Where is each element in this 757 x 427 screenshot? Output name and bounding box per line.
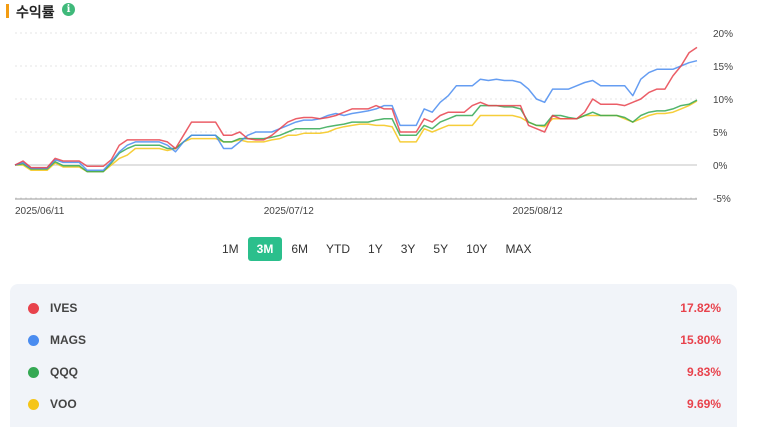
section-title: 수익률 [16,4,55,20]
legend-name: IVES [50,301,78,315]
legend-row[interactable]: IVES 17.82% [10,292,737,324]
range-selector: 1M 3M 6M YTD 1Y 3Y 5Y 10Y MAX [213,237,540,261]
legend-return-value: 17.82% [680,301,721,315]
range-button-6m[interactable]: 6M [291,242,309,256]
info-icon[interactable]: i [62,3,75,16]
legend-row[interactable]: QQQ 9.83% [10,356,737,388]
section-header: 수익률 i [0,0,757,22]
legend-row[interactable]: MAGS 15.80% [10,324,737,356]
legend-dot-icon [28,399,39,410]
legend-dot-icon [28,335,39,346]
legend-return-value: 15.80% [680,333,721,347]
legend-row[interactable]: VOO 9.69% [10,388,737,420]
legend-dot-icon [28,367,39,378]
x-tick-label: 2025/08/12 [512,206,562,217]
y-tick-label: 15% [713,62,733,73]
range-button-3y[interactable]: 3Y [400,242,416,256]
y-tick-label: 5% [713,128,728,139]
y-tick-label: -5% [713,194,731,205]
x-tick-label: 2025/07/12 [264,206,314,217]
legend-name: MAGS [50,333,86,347]
range-button-1m[interactable]: 1M [222,242,239,256]
x-tick-label: 2025/06/11 [15,206,65,217]
range-button-5y[interactable]: 5Y [433,242,449,256]
y-tick-label: 0% [713,161,728,172]
series-line-mags [14,59,698,172]
range-button-10y[interactable]: 10Y [466,242,488,256]
legend-return-value: 9.83% [686,365,721,379]
y-tick-label: 20% [713,29,733,40]
legend-panel: IVES 17.82% MAGS 15.80% QQQ 9.83% VOO 9.69% [10,284,737,427]
range-button-3m[interactable]: 3M [247,237,283,261]
range-button-1y[interactable]: 1Y [368,242,383,256]
series-line-qqq [14,99,698,173]
returns-line-chart: 20% 15% 10% 5% 0% -5% 2025/06/11 2025/07/12 2025… [14,29,733,217]
range-button-max[interactable]: MAX [505,242,532,256]
legend-dot-icon [28,303,39,314]
range-button-ytd[interactable]: YTD [326,242,351,256]
accent-bar [6,4,9,18]
series-line-ives [14,46,698,169]
y-tick-label: 10% [713,95,733,106]
legend-name: QQQ [50,365,79,379]
legend-return-value: 9.69% [686,397,721,411]
legend-name: VOO [50,397,77,411]
series-line-voo [15,100,698,173]
